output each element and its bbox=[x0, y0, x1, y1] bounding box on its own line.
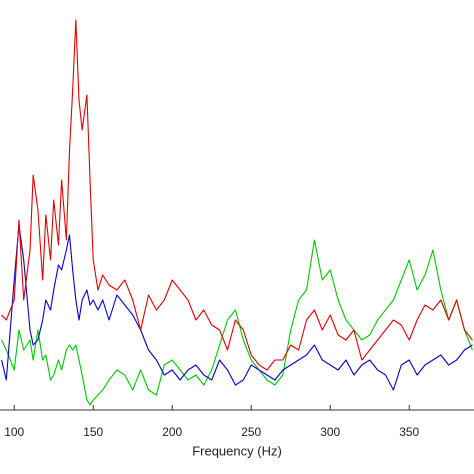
x-tick-label: 200 bbox=[162, 425, 182, 439]
x-tick-label: 350 bbox=[399, 425, 419, 439]
x-tick-label: 250 bbox=[241, 425, 261, 439]
x-tick-label: 150 bbox=[83, 425, 103, 439]
x-axis-title: Frequency (Hz) bbox=[192, 443, 282, 458]
data-line bbox=[1, 239, 473, 406]
data-line bbox=[1, 224, 473, 391]
data-line bbox=[1, 19, 473, 371]
plot-area bbox=[1, 19, 473, 406]
x-tick-label: 300 bbox=[320, 425, 340, 439]
x-tick-label: 100 bbox=[4, 425, 24, 439]
